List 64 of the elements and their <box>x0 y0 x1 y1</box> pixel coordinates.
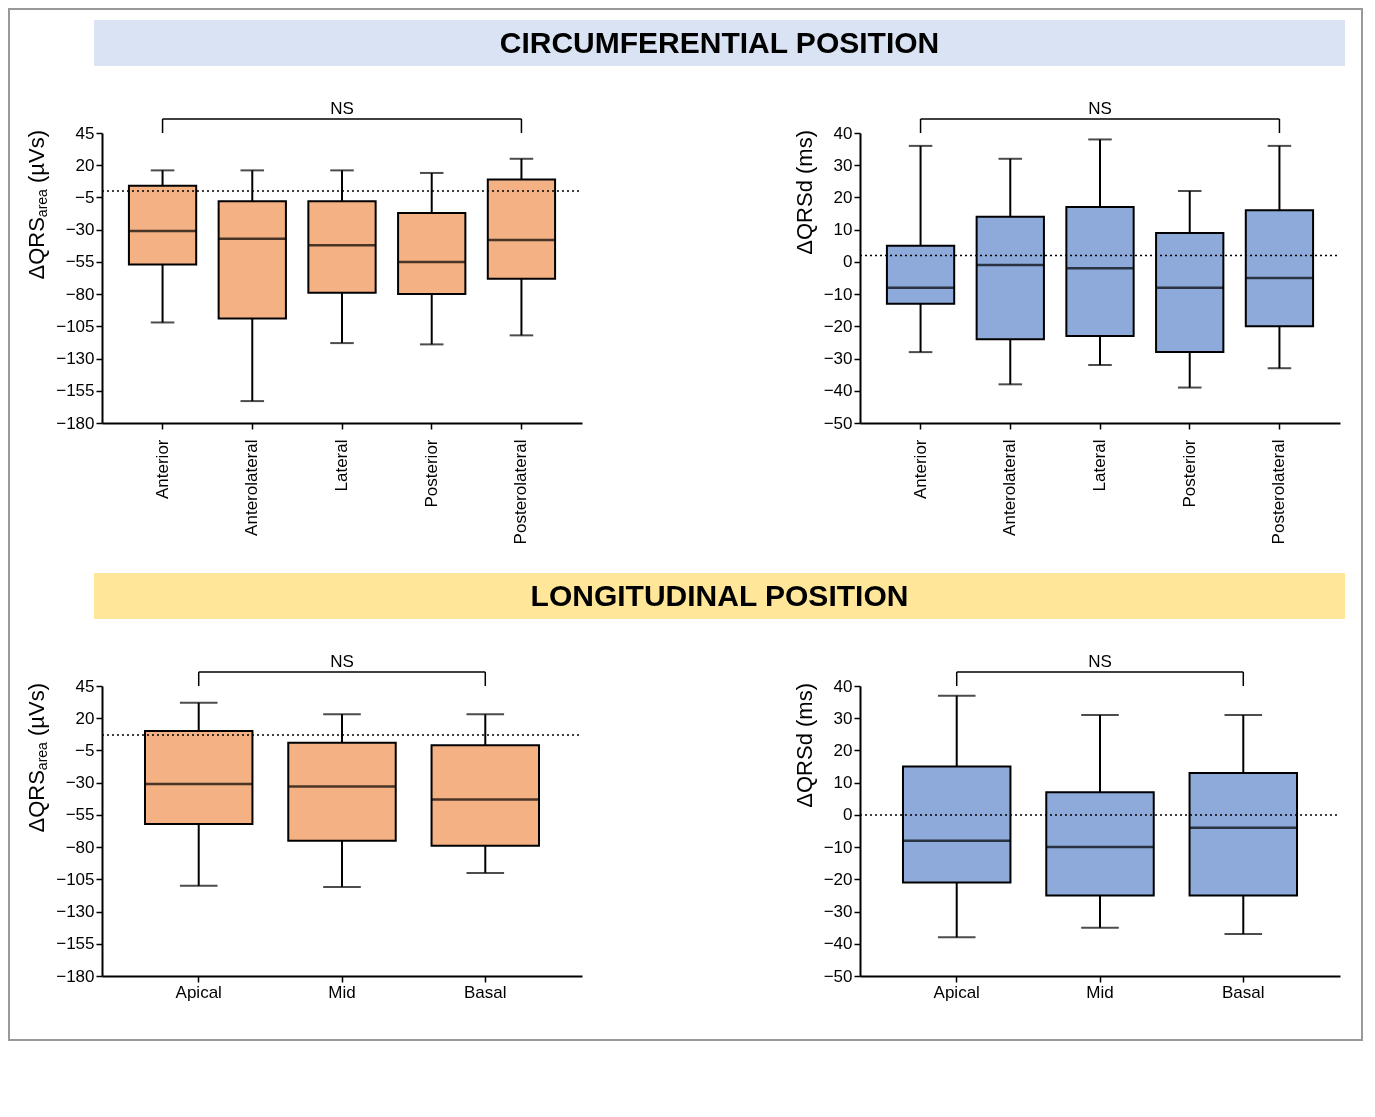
y-tick-label: −30 <box>65 773 95 793</box>
text: LONGITUDINAL POSITION <box>94 573 1345 619</box>
y-tick-label: −105 <box>56 869 95 889</box>
y-tick-label: −80 <box>65 284 95 304</box>
x-tick-label: Mid <box>1086 982 1114 1002</box>
y-tick-label: 30 <box>833 155 853 175</box>
text: NS <box>1088 99 1112 118</box>
y-tick-label: −55 <box>65 252 95 272</box>
x-tick-label: Lateral <box>332 439 351 492</box>
x-tick-label: Mid <box>328 982 356 1002</box>
y-tick-label: −180 <box>56 413 95 433</box>
y-tick-label: −10 <box>823 284 853 304</box>
y-tick-label: −180 <box>56 966 95 986</box>
y-tick-label: 10 <box>833 220 853 240</box>
y-tick-label: −50 <box>823 966 853 986</box>
y-axis-title: ΔQRSd (ms) <box>791 683 818 808</box>
y-tick-label: −30 <box>823 902 853 922</box>
y-tick-label: −5 <box>75 187 95 207</box>
y-tick-label: −105 <box>56 316 95 336</box>
x-tick-label: Basal <box>1222 982 1265 1002</box>
y-tick-label: −30 <box>823 349 853 369</box>
y-tick-label: −155 <box>56 934 95 954</box>
y-tick-label: 10 <box>833 773 853 793</box>
x-tick-label: Posterior <box>421 439 441 508</box>
y-tick-label: 20 <box>833 740 853 760</box>
y-tick-label: −50 <box>823 413 853 433</box>
y-tick-label: −20 <box>823 869 853 889</box>
y-tick-label: 20 <box>833 187 853 207</box>
y-tick-label: 30 <box>833 708 853 728</box>
x-tick-label: Posterior <box>1179 439 1199 508</box>
y-tick-label: −55 <box>65 805 95 825</box>
y-tick-label: 0 <box>843 805 853 825</box>
y-tick-label: 45 <box>75 123 95 143</box>
x-tick-label: Anterior <box>152 439 172 500</box>
x-tick-label: Apical <box>933 982 980 1002</box>
text: NS <box>330 652 354 671</box>
y-tick-label: −40 <box>823 934 853 954</box>
text: NS <box>330 99 354 118</box>
y-tick-label: 40 <box>833 123 853 143</box>
y-tick-label: 45 <box>75 676 95 696</box>
text: CIRCUMFERENTIAL POSITION <box>94 20 1345 66</box>
y-tick-label: −130 <box>56 902 95 922</box>
x-tick-label: Anterolateral <box>242 439 262 536</box>
y-tick-label: −40 <box>823 381 853 401</box>
y-tick-label: −10 <box>823 837 853 857</box>
x-tick-label: Basal <box>464 982 507 1002</box>
y-tick-label: 20 <box>75 708 95 728</box>
y-tick-label: −155 <box>56 381 95 401</box>
y-tick-label: −5 <box>75 740 95 760</box>
y-tick-label: 40 <box>833 676 853 696</box>
y-tick-label: −20 <box>823 316 853 336</box>
y-tick-label: −80 <box>65 837 95 857</box>
x-tick-label: Lateral <box>1090 439 1109 492</box>
y-tick-label: 20 <box>75 155 95 175</box>
x-tick-label: Anterolateral <box>1000 439 1020 536</box>
x-tick-label: Posterolateral <box>511 439 531 545</box>
x-tick-label: Anterior <box>910 439 930 500</box>
y-tick-label: 0 <box>843 252 853 272</box>
x-tick-label: Posterolateral <box>1269 439 1289 545</box>
text: NS <box>1088 652 1112 671</box>
x-tick-label: Apical <box>175 982 222 1002</box>
y-axis-title: ΔQRSd (ms) <box>791 130 818 255</box>
y-tick-label: −130 <box>56 349 95 369</box>
y-tick-label: −30 <box>65 220 95 240</box>
